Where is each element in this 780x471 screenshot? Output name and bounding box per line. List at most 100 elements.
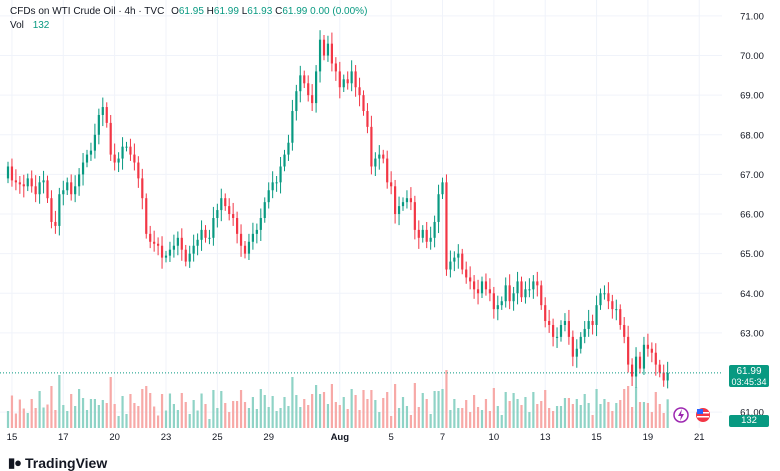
volume-legend[interactable]: Vol 132 (10, 20, 49, 31)
volume-bar (504, 392, 507, 428)
candle-body (125, 146, 128, 148)
candle-body (559, 324, 563, 337)
candle-body (567, 321, 570, 337)
volume-bar (559, 406, 563, 428)
candle-body (437, 194, 440, 222)
volume-bar (575, 399, 578, 428)
candle-body (204, 229, 207, 238)
volume-bar (480, 410, 484, 428)
candle-body (66, 182, 69, 191)
price-change: 0.00 (0.00%) (310, 6, 368, 17)
volume-bar (50, 386, 53, 428)
volume-bar (417, 407, 420, 428)
volume-bar (599, 404, 602, 428)
volume-bar (362, 390, 365, 428)
candle-body (370, 126, 373, 167)
candle-body (536, 281, 539, 286)
candle-body (271, 182, 274, 191)
volume-bar (619, 400, 622, 428)
candle-body (638, 356, 642, 369)
volume-bar (232, 401, 235, 428)
candle-body (619, 309, 622, 325)
candle-body (58, 194, 61, 226)
volume-bar (473, 395, 476, 428)
volume-bar (496, 406, 499, 428)
volume-bar (26, 413, 29, 428)
candle-body (212, 218, 215, 238)
candle-body (153, 241, 156, 244)
candle-body (26, 178, 29, 187)
candle-body (22, 184, 25, 187)
candle-body (196, 239, 199, 246)
time-axis[interactable]: 15 17 20 23 25 29 Aug 5 7 10 13 15 19 21 (7, 432, 705, 443)
tradingview-brand[interactable]: ▮● TradingView (8, 455, 107, 471)
volume-bar (524, 397, 527, 428)
candle-body (133, 154, 136, 163)
candle-body (627, 336, 630, 365)
volume-bar (386, 392, 389, 428)
volume-bar (243, 402, 247, 428)
volume-bar (555, 406, 559, 428)
volume-bar (666, 399, 669, 428)
volume-bar (236, 401, 239, 428)
volume-bar (397, 408, 401, 428)
ohlc-low: L61.93 (241, 6, 273, 17)
volume-bar (544, 390, 547, 428)
candle-body (342, 79, 345, 88)
us-flag-icon[interactable] (696, 408, 710, 422)
volume-value: 132 (32, 20, 50, 31)
price-tick-label: 68.00 (740, 130, 764, 141)
candle-body (101, 107, 104, 115)
volume-bar (62, 405, 65, 428)
candle-body (386, 158, 389, 183)
volume-bar (224, 403, 227, 428)
candle-body (346, 79, 349, 84)
volume-bar (89, 399, 93, 428)
volume-bar (326, 404, 330, 428)
candle-body (563, 321, 567, 325)
candle-body (228, 206, 231, 215)
candle-body (50, 198, 53, 222)
symbol-legend[interactable]: CFDs on WTI Crude Oil · 4h · TVC O61.95 … (10, 6, 367, 17)
candle-body (583, 328, 586, 337)
volume-bar (180, 393, 183, 428)
time-tick-label: 7 (440, 432, 445, 443)
candle-body (461, 253, 464, 270)
volume-bar (70, 394, 73, 428)
flash-icon[interactable] (673, 407, 689, 423)
price-axis[interactable]: 71.00 70.00 69.00 68.00 67.00 66.00 65.00 64.00… (740, 11, 764, 418)
volume-bar (133, 403, 136, 428)
volume-bar (105, 403, 108, 428)
volume-bar (449, 410, 452, 428)
candle-body (287, 142, 290, 155)
candle-body (291, 111, 294, 143)
time-tick-label: 17 (58, 432, 69, 443)
volume-bar (220, 391, 223, 428)
candle-body (634, 356, 638, 377)
volume-bar (488, 411, 491, 428)
candle-body (366, 111, 369, 127)
candle-body (247, 241, 251, 254)
ohlc-close: C61.99 (275, 6, 308, 17)
candle-body (216, 210, 219, 218)
candle-body (295, 91, 298, 112)
candle-body (326, 43, 330, 56)
volume-bar (342, 397, 345, 428)
candle-body (299, 75, 302, 92)
candle-body (390, 182, 393, 187)
candle-body (145, 198, 148, 234)
volume-bar (350, 389, 353, 428)
volume-bar (38, 391, 41, 428)
candle-body (121, 146, 124, 159)
candle-body (374, 158, 377, 167)
volume-bar (113, 404, 116, 428)
candle-body (555, 336, 559, 338)
candle-body (275, 182, 278, 184)
volume-bar (370, 390, 373, 428)
candle-body (117, 158, 120, 163)
volume-bar (579, 405, 582, 428)
candle-body (528, 289, 531, 291)
volume-bar (378, 412, 381, 428)
time-tick-label: 15 (591, 432, 602, 443)
